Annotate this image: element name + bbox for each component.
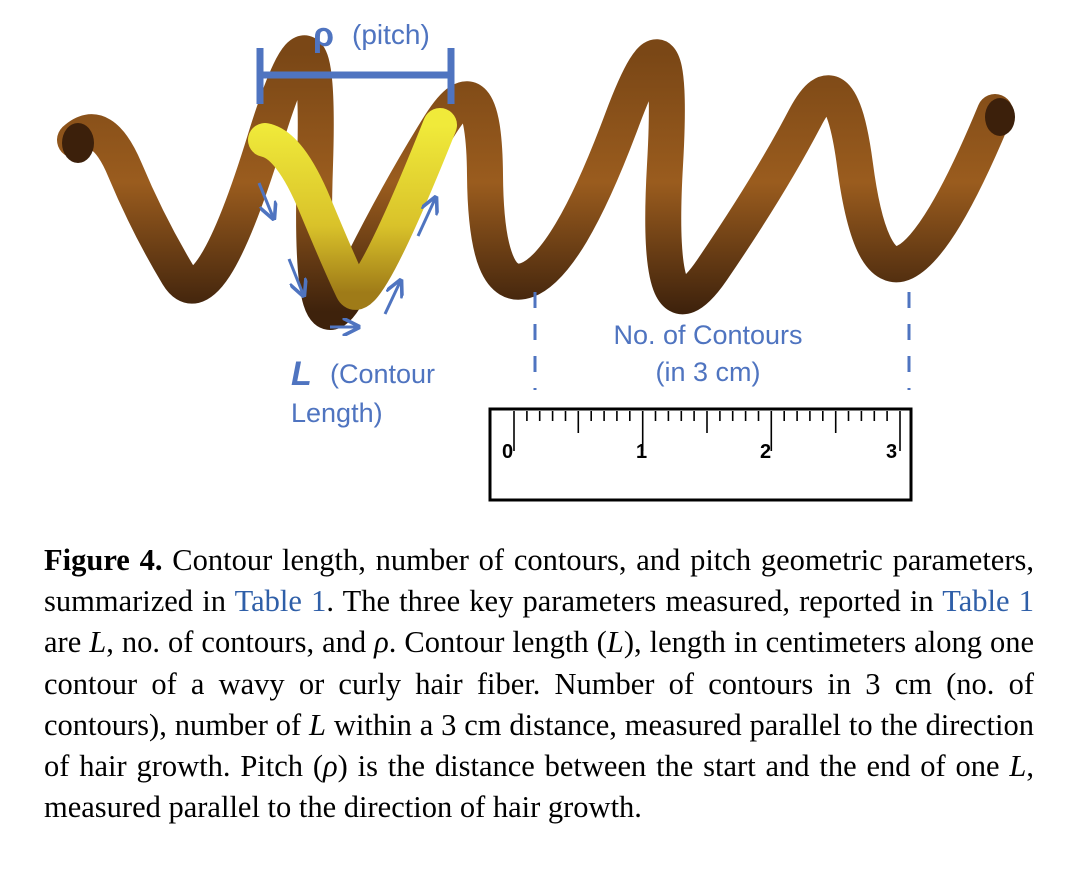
figure-caption: Figure 4. Contour length, number of cont… [44,540,1034,828]
fiber-end-right [985,98,1015,136]
caption-text: ) is the distance between the start and … [337,749,1010,784]
contour-arrows [257,182,435,327]
arrow-up-2 [416,199,435,237]
pitch-symbol: ρ [313,16,334,54]
contour-symbol: L [291,355,312,393]
caption-text: ), length in centimeters along one conto… [44,625,1034,742]
pitch-label: (pitch) [352,19,430,50]
ruler-ticks [513,411,901,451]
arrow-down-2 [287,258,303,294]
caption-text: Contour length, number of contours, and … [44,543,1034,619]
hair-wave-path [57,35,1013,330]
highlighted-contour [248,108,457,310]
hair-geometry-figure: ρ (pitch) L (Contour Length) No. of Cont… [57,16,1015,502]
contours-label-line1: No. of Contours [613,320,802,350]
caption-text: . The three key parameters measured, rep… [326,584,943,619]
caption-text: are [44,625,90,660]
ruler-label-1: 1 [636,441,647,463]
contour-label-line2: Length) [291,398,383,428]
caption-text: , measured parallel to the direction of … [44,749,1034,825]
ruler-label-3: 3 [886,441,897,463]
contours-label-line2: (in 3 cm) [655,357,760,387]
ruler-label-2: 2 [760,441,771,463]
symbol-L: L [1009,749,1027,784]
caption-text: , no. of contours, and [106,625,375,660]
ruler-label-0: 0 [502,441,513,463]
caption-text: . Contour length ( [388,625,607,660]
figure-label: Figure 4. [44,543,163,577]
hair-fiber [57,35,1015,330]
pitch-bracket [256,48,455,104]
arrow-down-1 [257,182,273,217]
table-1-link[interactable]: Table 1 [942,584,1034,619]
symbol-L: L [606,625,624,660]
ruler: 0 1 2 3 [488,407,913,502]
table-1-link[interactable]: Table 1 [234,584,327,619]
symbol-rho: ρ [374,625,389,660]
symbol-L: L [89,625,107,660]
ruler-body [488,407,913,502]
arrow-up-1 [383,282,400,315]
symbol-L: L [309,707,326,742]
fiber-end-left [62,123,94,163]
symbol-rho: ρ [323,749,338,784]
caption-text: within a 3 cm distance, measured paralle… [44,707,1034,784]
contour-label-line1: (Contour [330,359,435,389]
